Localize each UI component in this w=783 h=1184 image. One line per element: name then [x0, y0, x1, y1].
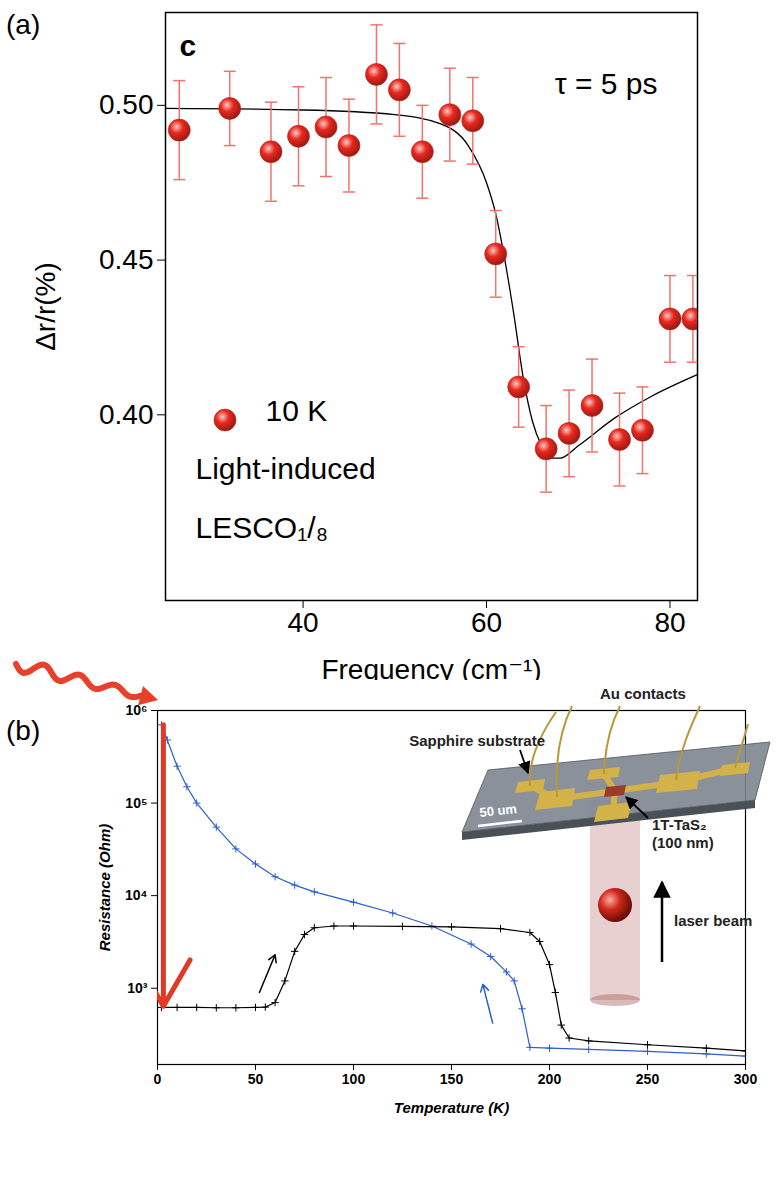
svg-text:300: 300 — [734, 1071, 758, 1087]
svg-text:100: 100 — [342, 1071, 366, 1087]
svg-text:laser beam: laser beam — [674, 912, 752, 929]
svg-text:LESCO₁/₈: LESCO₁/₈ — [196, 511, 329, 544]
svg-text:50 um: 50 um — [479, 801, 518, 820]
svg-text:0.40: 0.40 — [99, 399, 154, 430]
svg-text:0: 0 — [154, 1071, 162, 1087]
svg-text:10 K: 10 K — [266, 394, 328, 427]
svg-text:Δr/r(%): Δr/r(%) — [30, 262, 61, 351]
svg-text:Temperature (K): Temperature (K) — [394, 1099, 509, 1116]
svg-text:250: 250 — [636, 1071, 660, 1087]
svg-text:80: 80 — [654, 607, 685, 638]
svg-text:10⁴: 10⁴ — [125, 887, 148, 903]
svg-text:40: 40 — [288, 607, 319, 638]
svg-text:(b): (b) — [6, 715, 40, 746]
svg-text:10³: 10³ — [127, 980, 148, 996]
svg-text:200: 200 — [538, 1071, 562, 1087]
svg-text:Light-induced: Light-induced — [196, 452, 376, 485]
svg-text:c: c — [180, 29, 197, 62]
svg-text:τ = 5 ps: τ = 5 ps — [555, 67, 658, 100]
svg-text:Resistance (Ohm): Resistance (Ohm) — [96, 824, 113, 952]
svg-text:Au contacts: Au contacts — [600, 685, 686, 702]
svg-text:1T-TaS₂: 1T-TaS₂ — [652, 816, 707, 833]
svg-text:10⁵: 10⁵ — [125, 795, 147, 811]
svg-text:10⁶: 10⁶ — [125, 702, 147, 718]
svg-text:150: 150 — [440, 1071, 464, 1087]
svg-text:(100 nm): (100 nm) — [652, 834, 714, 851]
svg-text:Sapphire substrate: Sapphire substrate — [409, 732, 545, 749]
svg-text:50: 50 — [248, 1071, 264, 1087]
svg-text:0.50: 0.50 — [99, 89, 154, 120]
svg-text:(a): (a) — [6, 9, 40, 40]
svg-text:60: 60 — [471, 607, 502, 638]
svg-text:Frequency (cm⁻¹): Frequency (cm⁻¹) — [321, 654, 541, 681]
svg-text:0.45: 0.45 — [99, 244, 154, 275]
